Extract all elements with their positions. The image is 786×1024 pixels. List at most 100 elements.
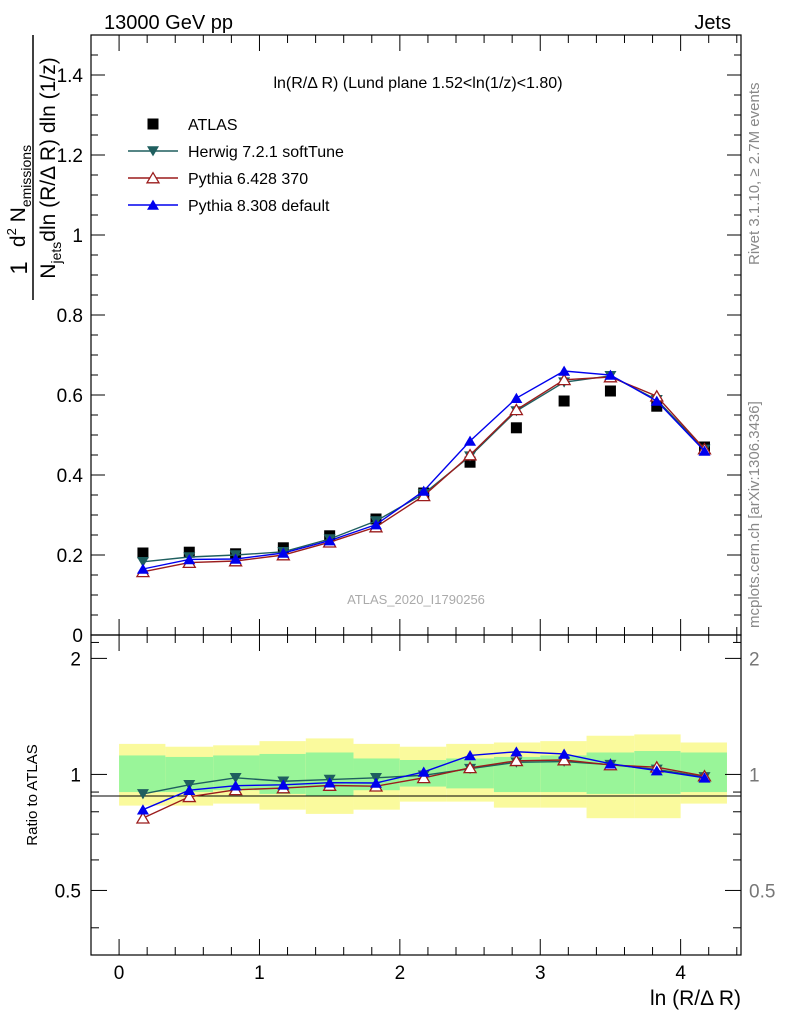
ratio-y-ticks: 0.5 0.5 1 1 2 2 <box>55 641 775 929</box>
legend-marker <box>147 199 159 210</box>
main-x-ticks <box>90 35 738 635</box>
ratio-data-point <box>556 753 572 766</box>
data-point <box>229 553 242 564</box>
ratio-data-point <box>510 746 523 757</box>
ratio-data-point <box>509 754 524 767</box>
main-ylabel-numerator: d2 Nemissions <box>4 145 34 247</box>
header-right: Jets <box>694 12 731 34</box>
legend-entry: ATLAS <box>147 117 238 134</box>
data-point <box>604 369 617 380</box>
main-y-tick-label: 0 <box>72 626 83 647</box>
x-tick-label: 0 <box>114 963 125 984</box>
ratio-data-point <box>369 777 382 788</box>
legend-label: Herwig 7.2.1 softTune <box>188 144 344 161</box>
legend-marker <box>147 118 159 130</box>
ratio-frame <box>90 634 742 956</box>
main-ylabel: 1 d2 Nemissions Njetsdln (R/Δ R) dln (1/… <box>4 35 64 300</box>
legend-label: Pythia 6.428 370 <box>188 171 308 188</box>
ratio-y-tick-label: 0.5 <box>55 881 81 902</box>
data-point <box>651 400 663 412</box>
series-3 <box>136 365 711 574</box>
legend-marker <box>147 146 159 157</box>
data-point <box>510 392 523 403</box>
ratio-data-point <box>229 780 242 791</box>
ratio-data-point <box>417 766 430 777</box>
ratio-panel: 0.5 0.5 1 1 2 2 0 1 2 3 4 Ratio to ATLAS ln (R/Δ … <box>24 634 775 1010</box>
ratio-ylabel: Ratio to ATLAS <box>24 744 41 845</box>
data-point <box>556 373 572 386</box>
ratio-y-tick-label: 1 <box>70 765 81 786</box>
data-point <box>136 563 149 574</box>
main-ylabel-denominator: Njetsdln (R/Δ R) dln (1/z) <box>37 57 64 278</box>
ratio-data-point <box>229 773 242 784</box>
main-y-tick-label: 0.8 <box>57 306 83 327</box>
xlabel: ln (R/Δ R) <box>650 987 741 1010</box>
main-y-tick-label: 1.2 <box>57 146 83 167</box>
data-point <box>277 547 290 558</box>
series-1 <box>136 371 711 568</box>
data-point <box>462 448 478 461</box>
ratio-bands <box>119 734 727 819</box>
ratio-data-point <box>183 784 196 796</box>
main-y-ticks: 0 0.2 0.4 0.6 0.8 1 1.2 1.4 <box>57 34 741 647</box>
data-point <box>604 385 616 397</box>
ratio-data-point <box>416 771 431 784</box>
x-tick-label: 2 <box>395 963 406 984</box>
data-point <box>137 547 149 559</box>
ratio-data-point <box>604 758 617 769</box>
x-tick-label: 4 <box>675 963 686 984</box>
ratio-data-point <box>277 779 290 790</box>
rivet-label: Rivet 3.1.10, ≥ 2.7M events <box>746 83 763 266</box>
main-panel: 0 0.2 0.4 0.6 0.8 1 1.2 1.4 ln(R/Δ R) (Lund pla… <box>57 34 742 647</box>
ratio-y-tick-label-right: 2 <box>749 649 760 670</box>
legend-entry: Pythia 6.428 370 <box>128 171 308 188</box>
main-y-tick-label: 1 <box>72 226 83 247</box>
data-point <box>650 395 663 406</box>
legend-marker <box>145 171 161 184</box>
ratio-data-point <box>182 790 197 803</box>
data-point <box>464 435 477 446</box>
ratio-x-ticks: 0 1 2 3 4 <box>90 635 738 984</box>
data-point <box>464 456 476 468</box>
ratio-data-point <box>462 761 478 774</box>
data-point <box>558 365 571 376</box>
legend-entry: Herwig 7.2.1 softTune <box>128 144 344 161</box>
mcplots-label: mcplots.cern.ch [arXiv:1306.3436] <box>746 401 763 628</box>
series-0 <box>137 385 710 560</box>
header-left: 13000 GeV pp <box>104 12 233 34</box>
series-line <box>142 370 706 570</box>
main-title: ln(R/Δ R) (Lund plane 1.52<ln(1/z)<1.80) <box>273 75 562 92</box>
main-y-tick-label: 0.6 <box>57 386 83 407</box>
ratio-y-tick-label: 2 <box>70 649 81 670</box>
ratio-data-point <box>698 772 711 783</box>
data-point <box>558 395 570 407</box>
main-series <box>135 365 712 578</box>
ratio-data-point <box>136 804 149 815</box>
ratio-series <box>135 746 712 824</box>
data-point <box>698 445 711 456</box>
ratio-data-point <box>135 811 151 824</box>
data-point <box>369 519 382 530</box>
ratio-y-tick-label-right: 0.5 <box>749 881 775 902</box>
main-y-tick-label: 0.4 <box>57 466 84 487</box>
legend: ATLAS Herwig 7.2.1 softTune Pythia 6.428 3… <box>128 117 344 215</box>
main-y-tick-label: 1.4 <box>57 66 84 87</box>
band-inner <box>119 755 166 793</box>
series-2 <box>135 370 712 578</box>
series-line <box>142 376 706 573</box>
x-tick-label: 1 <box>254 963 265 984</box>
ratio-data-point <box>464 750 477 761</box>
data-point <box>136 557 149 568</box>
data-point <box>509 403 524 416</box>
data-point <box>510 422 522 434</box>
main-y-tick-label: 0.2 <box>57 546 83 567</box>
ratio-data-point <box>136 789 149 800</box>
ratio-y-tick-label-right: 1 <box>749 765 760 786</box>
main-ylabel-fraction-1: 1 <box>6 261 33 274</box>
data-point <box>183 554 196 565</box>
ratio-data-point <box>558 748 571 759</box>
watermark: ATLAS_2020_I1790256 <box>347 592 485 607</box>
data-point <box>417 485 430 496</box>
series-line <box>142 375 706 563</box>
